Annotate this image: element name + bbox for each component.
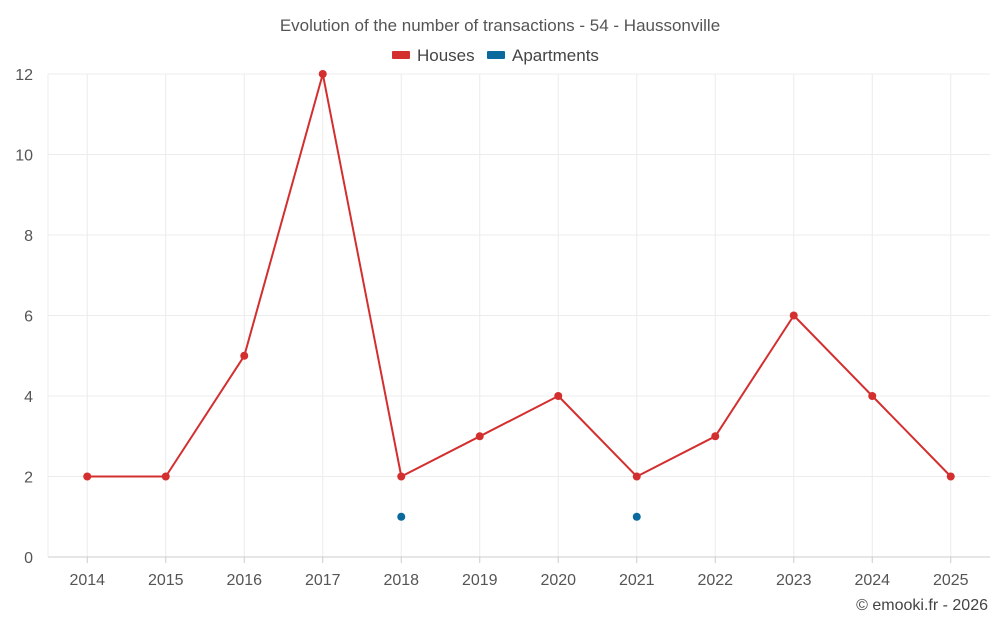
y-tick-label: 6	[24, 309, 33, 326]
data-point-houses[interactable]	[240, 351, 249, 360]
y-tick-label: 4	[24, 389, 33, 406]
data-point-houses[interactable]	[83, 472, 92, 481]
series-line-houses	[87, 73, 952, 478]
legend-item-apartments[interactable]: Apartments	[487, 46, 599, 65]
data-point-houses[interactable]	[868, 392, 877, 400]
x-tick-label: 2023	[776, 572, 812, 589]
x-tick-label: 2014	[69, 572, 105, 589]
x-tick-label: 2021	[619, 572, 655, 589]
data-point-houses[interactable]	[397, 472, 406, 481]
y-tick-label: 2	[24, 470, 33, 487]
data-point-houses[interactable]	[554, 392, 563, 400]
data-point-houses[interactable]	[789, 311, 798, 320]
y-tick-label: 0	[24, 550, 33, 567]
legend-swatch-apartments	[487, 51, 505, 59]
legend-label-houses: Houses	[417, 46, 475, 65]
chart-title: Evolution of the number of transactions …	[280, 16, 720, 35]
x-tick-label: 2020	[540, 572, 576, 589]
data-point-houses[interactable]	[161, 472, 170, 481]
legend-item-houses[interactable]: Houses	[392, 46, 475, 65]
x-tick-label: 2018	[383, 572, 419, 589]
data-point-houses[interactable]	[946, 472, 955, 481]
y-tick-label: 8	[24, 228, 33, 245]
data-point-apartments[interactable]	[632, 512, 641, 521]
grid	[48, 73, 990, 557]
data-point-houses[interactable]	[711, 432, 720, 441]
data-point-houses[interactable]	[318, 70, 327, 78]
x-tick-label: 2024	[854, 572, 890, 589]
x-tick-label: 2016	[226, 572, 262, 589]
legend-label-apartments: Apartments	[512, 46, 599, 65]
legend-swatch-houses	[392, 51, 410, 59]
y-tick-label: 12	[15, 67, 33, 84]
series	[83, 70, 955, 521]
axes	[47, 74, 990, 563]
x-tick-label: 2015	[148, 572, 184, 589]
data-point-houses[interactable]	[475, 432, 484, 441]
x-tick-label: 2022	[697, 572, 733, 589]
x-tick-label: 2019	[462, 572, 498, 589]
series-apartments	[397, 512, 641, 521]
y-tick-label: 10	[15, 148, 33, 165]
data-point-houses[interactable]	[632, 472, 641, 481]
tick-labels: 0 2 4 6 8 10 12 2014 2015 2016 2017 2018 2019 2020 202…	[15, 67, 968, 589]
x-tick-label: 2025	[933, 572, 969, 589]
data-point-apartments[interactable]	[397, 512, 406, 521]
credit-text: © emooki.fr - 2026	[856, 597, 988, 614]
series-houses	[83, 70, 955, 481]
legend: Houses Apartments	[392, 46, 599, 65]
x-tick-label: 2017	[305, 572, 341, 589]
